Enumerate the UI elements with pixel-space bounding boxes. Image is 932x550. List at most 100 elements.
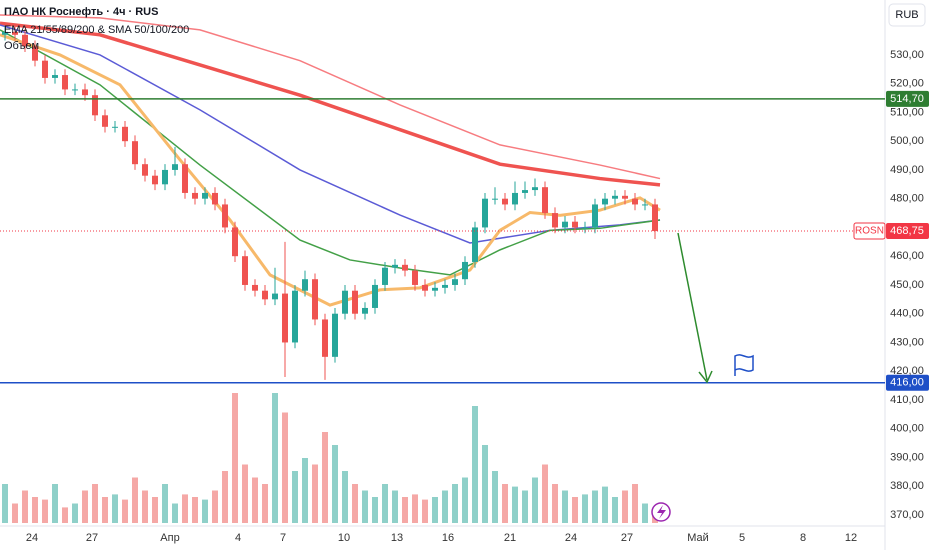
flag-icon [734, 354, 754, 376]
candle-body [522, 190, 528, 193]
volume-bar [462, 477, 468, 523]
volume-bar [632, 484, 638, 523]
x-tick-label: 4 [235, 532, 241, 544]
volume-bar [402, 497, 408, 523]
candle-body [422, 284, 428, 291]
x-tick-label: 27 [86, 532, 98, 544]
indicator-label: EMA 21/55/89/200 & SMA 50/100/200 [4, 24, 189, 36]
candle-body [462, 261, 468, 280]
volume-bar [552, 484, 558, 523]
candle-body [2, 31, 8, 35]
volume-bar [482, 445, 488, 523]
x-tick-label: 12 [845, 532, 857, 544]
volume-bar [582, 494, 588, 523]
volume-bar [162, 484, 168, 523]
candle-body [562, 221, 568, 228]
volume-bar [232, 393, 238, 523]
candle-body [452, 279, 458, 285]
candle-body [552, 213, 558, 228]
candle-body [362, 307, 368, 314]
candle-body [472, 227, 478, 262]
volume-bar [152, 497, 158, 523]
volume-bar [612, 497, 618, 523]
candle-body [642, 204, 648, 206]
volume-bar [12, 503, 18, 523]
level-label: 514,70 [890, 93, 924, 105]
volume-bar [642, 503, 648, 523]
candle-body [282, 293, 288, 343]
x-tick-label: 8 [800, 532, 806, 544]
candle-body [32, 46, 38, 61]
volume-bar [352, 484, 358, 523]
candle-body [482, 198, 488, 228]
candle-body [302, 279, 308, 291]
volume-bar [182, 494, 188, 523]
candle-body [572, 221, 578, 228]
candle-body [252, 284, 258, 291]
candle-body [352, 290, 358, 314]
volume-bar [242, 464, 248, 523]
volume-bar [42, 499, 48, 523]
candle-body [542, 187, 548, 214]
currency[interactable]: RUB [895, 9, 918, 21]
volume-bar [282, 412, 288, 523]
last-price-label: 468,75 [890, 225, 924, 237]
candle-body [612, 195, 618, 199]
volume-bar [212, 490, 218, 523]
candle-body [412, 270, 418, 285]
candle-body [322, 319, 328, 357]
volume-bar [112, 494, 118, 523]
candle-body [292, 290, 298, 343]
candle-body [162, 169, 168, 185]
y-tick-label: 370,00 [890, 509, 924, 521]
y-tick-label: 400,00 [890, 423, 924, 435]
candle-body [172, 164, 178, 170]
candle-body [92, 95, 98, 116]
volume-bar [622, 490, 628, 523]
volume-bar [92, 484, 98, 523]
volume-bar [452, 484, 458, 523]
candle-body [432, 287, 438, 291]
volume-bar [602, 486, 608, 523]
volume-bar [322, 432, 328, 523]
candle-body [122, 126, 128, 142]
currency-button[interactable] [888, 3, 926, 27]
candle-body [392, 264, 398, 268]
y-tick-label: 440,00 [890, 308, 924, 320]
volume-bar [202, 499, 208, 523]
y-tick-label: 500,00 [890, 135, 924, 147]
volume-bar [432, 497, 438, 523]
chart-title: ПАО НК Роснефть · 4ч · RUS [4, 6, 158, 18]
x-tick-label: 10 [338, 532, 350, 544]
candle-body [82, 89, 88, 96]
last-price-tag [886, 223, 929, 240]
volume-bar [412, 494, 418, 523]
volume-bar [572, 497, 578, 523]
candle-body [242, 256, 248, 285]
volume-bar [442, 490, 448, 523]
candle-body [402, 264, 408, 271]
volume-bar [272, 393, 278, 523]
candle-body [52, 75, 58, 78]
candle-body [232, 227, 238, 257]
y-tick-label: 410,00 [890, 394, 924, 406]
x-tick-label: 16 [442, 532, 454, 544]
y-tick-label: 460,00 [890, 250, 924, 262]
event-bolt [657, 505, 666, 519]
volume-bar [422, 499, 428, 523]
volume-bar [22, 490, 28, 523]
level-tag [886, 374, 929, 391]
symbol-label: ROSN [855, 226, 884, 237]
candle-body [342, 290, 348, 314]
x-tick-label: 13 [391, 532, 403, 544]
y-tick-label: 510,00 [890, 106, 924, 118]
volume-bar [122, 499, 128, 523]
candle-body [512, 192, 518, 205]
volume-bar [262, 484, 268, 523]
volume-bar [492, 471, 498, 523]
candle-body [152, 175, 158, 185]
plot [0, 14, 885, 523]
volume-bar [472, 406, 478, 523]
candle-body [532, 187, 538, 191]
